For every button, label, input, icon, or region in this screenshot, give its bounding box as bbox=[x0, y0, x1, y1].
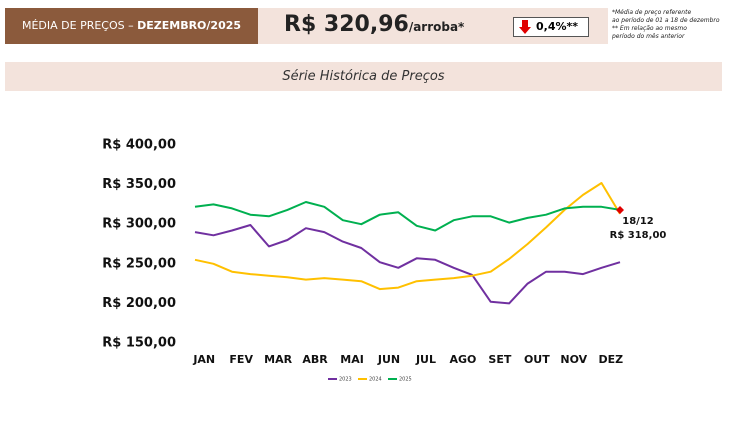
legend-label: 2024 bbox=[369, 377, 382, 383]
x-tick-label: MAI bbox=[340, 353, 364, 366]
y-tick-label: R$ 300,00 bbox=[102, 217, 176, 232]
header-price-box: R$ 320,96/arroba* 0,4%** bbox=[258, 8, 608, 44]
annotation-value: R$ 318,00 bbox=[610, 230, 667, 241]
x-tick-label: ABR bbox=[302, 353, 328, 366]
price-wrap: R$ 320,96/arroba* bbox=[284, 12, 464, 37]
section-title: Série Histórica de Preços bbox=[282, 69, 445, 84]
x-tick-label: NOV bbox=[560, 353, 587, 366]
notes: *Média de preço referente ao período de … bbox=[612, 9, 720, 41]
down-arrow bbox=[519, 20, 531, 34]
note: ** Em relação ao mesmo bbox=[612, 25, 687, 32]
header-label: MÉDIA DE PREÇOS – bbox=[21, 19, 138, 32]
annotation-date: 18/12 bbox=[622, 216, 654, 227]
legend-label: 2025 bbox=[399, 377, 412, 383]
x-tick-label: SET bbox=[488, 353, 511, 366]
series-line bbox=[194, 182, 621, 291]
section-bar: Série Histórica de Preços bbox=[5, 62, 722, 91]
x-tick-label: MAR bbox=[264, 353, 292, 366]
x-tick-label: JAN bbox=[192, 353, 215, 366]
note: período do mês anterior bbox=[612, 33, 685, 40]
y-tick-label: R$ 250,00 bbox=[102, 256, 176, 271]
y-tick-label: R$ 200,00 bbox=[102, 296, 176, 311]
y-tick-label: R$ 400,00 bbox=[102, 138, 176, 153]
y-tick-label: R$ 350,00 bbox=[102, 177, 176, 192]
y-tick-label: R$ 150,00 bbox=[102, 336, 176, 351]
x-tick-label: DEZ bbox=[598, 353, 623, 366]
price-unit: /arroba* bbox=[408, 20, 465, 34]
series-line bbox=[194, 201, 621, 232]
price: R$ 320,96 bbox=[284, 12, 409, 37]
header-month: DEZEMBRO/2025 bbox=[137, 19, 242, 32]
legend-label: 2023 bbox=[339, 377, 352, 383]
header-month-box: MÉDIA DE PREÇOS – DEZEMBRO/2025 bbox=[5, 8, 258, 44]
note: *Média de preço referente bbox=[612, 9, 692, 16]
note: ao período de 01 a 18 de dezembro bbox=[612, 17, 720, 24]
x-tick-label: JUL bbox=[415, 353, 436, 366]
x-tick-label: FEV bbox=[229, 353, 253, 366]
x-tick-label: AGO bbox=[449, 353, 476, 366]
change: 0,4%** bbox=[536, 20, 579, 33]
series-line bbox=[194, 224, 621, 305]
change-box: 0,4%** bbox=[513, 17, 589, 37]
annotation-marker bbox=[616, 205, 624, 214]
x-tick-label: JUN bbox=[377, 353, 400, 366]
x-tick-label: OUT bbox=[524, 353, 550, 366]
